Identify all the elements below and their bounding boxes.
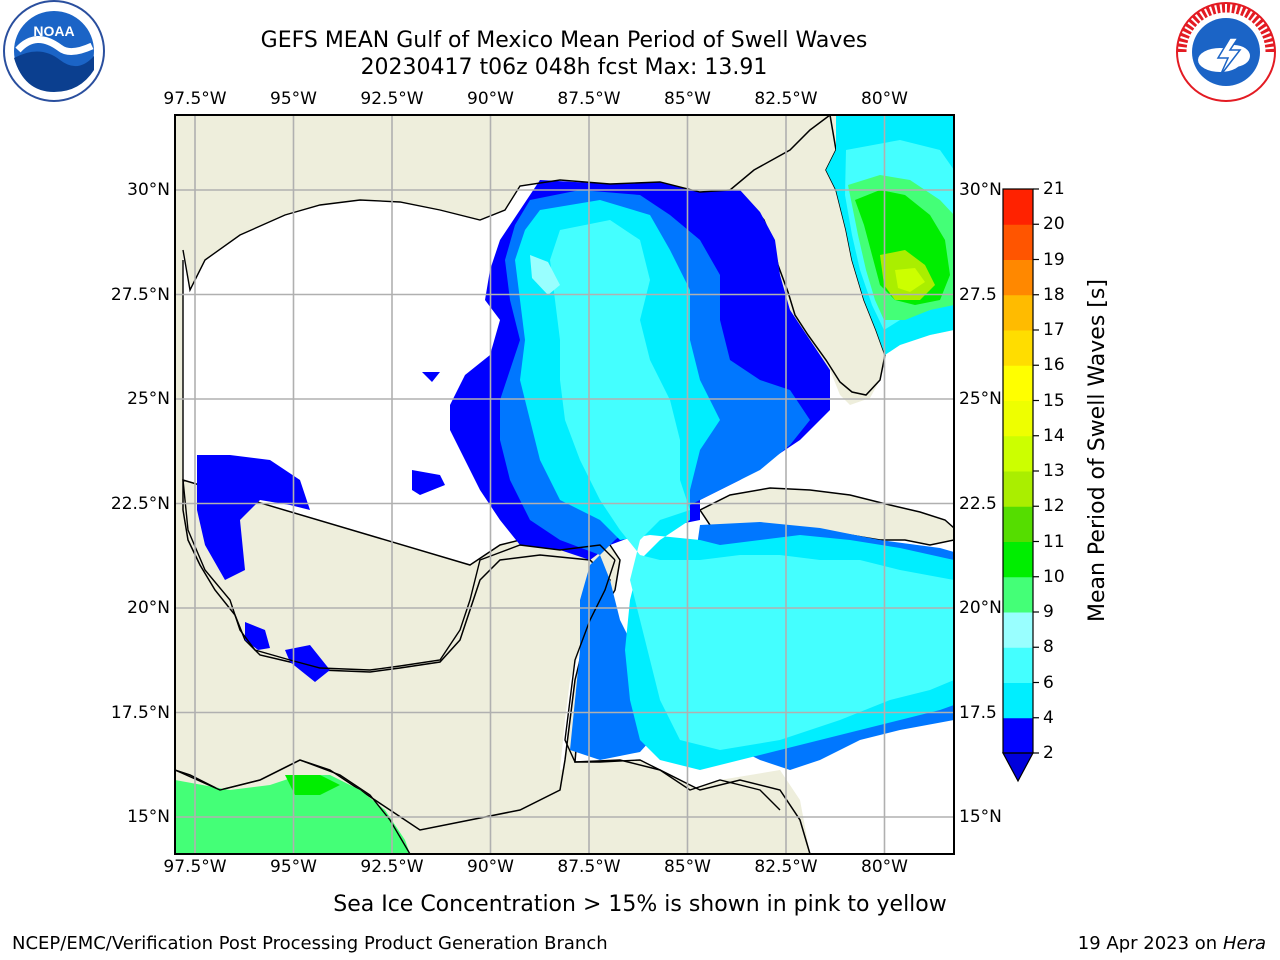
latitude-tick-label: 25°N (127, 389, 170, 409)
latitude-tick-label: 30°N (127, 180, 170, 200)
longitude-tick-label: 85°W (664, 89, 711, 109)
longitude-tick-label: 82.5°W (754, 89, 818, 109)
footer-date: 19 Apr 2023 on Hera (1078, 933, 1266, 955)
colorbar-segment (1003, 435, 1033, 472)
latitude-tick-label: 20°N (127, 598, 170, 618)
coastlines (174, 179, 781, 855)
latitude-tick-label: 15°N (959, 807, 1002, 827)
noaa-logo-text: NOAA (33, 23, 74, 39)
contour-13-14 (895, 268, 925, 292)
latitude-tick-label: 27.5 (959, 284, 997, 305)
longitude-tick-label: 82.5°W (754, 857, 818, 877)
colorbar-tick-label: 18 (1043, 284, 1065, 305)
longitude-tick-label: 90°W (467, 89, 514, 109)
colorbar-tick-label: 9 (1043, 602, 1054, 622)
colorbar-tick-label: 2 (1043, 743, 1054, 763)
latitude-tick-label: 25°N (959, 389, 1002, 409)
longitude-tick-label: 80°W (861, 857, 908, 877)
latitude-tick-label: 17.5°N (110, 702, 170, 723)
longitude-tick-label: 97.5°W (163, 89, 227, 109)
colorbar-segment (1003, 541, 1033, 578)
longitude-tick-label: 92.5°W (360, 89, 424, 109)
colorbar-tick-label: 20 (1043, 214, 1065, 235)
colorbar-tick-label: 11 (1043, 531, 1065, 552)
map-frame (174, 114, 955, 855)
contour-10-11-southwest (175, 775, 410, 854)
latitude-tick-label: 15°N (127, 807, 170, 827)
colorbar-segment (1003, 224, 1033, 260)
footer-host: Hera (1222, 933, 1266, 954)
colorbar-tick-label: 12 (1043, 496, 1065, 517)
longitude-tick-label: 90°W (467, 857, 514, 877)
colorbar-tick-label: 16 (1043, 355, 1065, 376)
colorbar-tick-label: 6 (1043, 672, 1054, 693)
colorbar-tick-label: 19 (1043, 249, 1065, 270)
colorbar-segment (1003, 682, 1033, 719)
colorbar-tick-label: 15 (1043, 390, 1065, 411)
contour-11-12-southwest (285, 775, 340, 795)
colorbar-segment (1003, 400, 1033, 437)
footer-branch: NCEP/EMC/Verification Post Processing Pr… (12, 933, 608, 954)
colorbar-segment (1003, 576, 1033, 613)
graticule (175, 115, 954, 854)
colorbar-segment (1003, 330, 1033, 366)
colorbar-tick-label: 10 (1043, 566, 1065, 587)
longitude-tick-label: 95°W (270, 89, 317, 109)
colorbar-segment (1003, 365, 1033, 401)
colorbar-segment (1003, 612, 1033, 648)
colorbar-segment (1003, 259, 1033, 296)
longitude-tick-label: 87.5°W (557, 89, 621, 109)
latitude-tick-label: 27.5°N (110, 284, 170, 305)
colorbar-segment (1003, 506, 1033, 542)
latitude-tick-label: 30°N (959, 180, 1002, 200)
colorbar-segment (1003, 717, 1033, 754)
longitude-tick-label: 85°W (664, 857, 711, 877)
colorbar-tick-label: 17 (1043, 320, 1065, 340)
colorbar-tick-label: 4 (1043, 707, 1054, 728)
longitude-tick-label: 87.5°W (557, 857, 621, 877)
contour-9-10 (530, 255, 560, 295)
colorbar-tick-label: 13 (1043, 461, 1065, 481)
contour-2-4-west (197, 455, 310, 580)
colorbar-segment (1003, 471, 1033, 507)
longitude-tick-label: 92.5°W (360, 857, 424, 877)
colorbar-label: Mean Period of Swell Waves [s] (1085, 279, 1110, 622)
latitude-tick-label: 17.5 (959, 702, 997, 723)
contour-8-9 (550, 220, 954, 750)
footer-date-text: 19 Apr 2023 on (1077, 933, 1223, 954)
colorbar-tick-label: 14 (1043, 425, 1065, 446)
colorbar-tick-label: 8 (1043, 637, 1054, 658)
nws-logo (1176, 2, 1276, 102)
latitude-tick-label: 22.5 (959, 493, 997, 514)
latitude-tick-label: 22.5°N (110, 493, 170, 514)
sea-ice-note: Sea Ice Concentration > 15% is shown in … (333, 892, 947, 917)
colorbar-segment (1003, 189, 1033, 225)
longitude-tick-label: 97.5°W (163, 857, 227, 877)
chart-title: GEFS MEAN Gulf of Mexico Mean Period of … (260, 28, 868, 53)
chart-subtitle: 20230417 t06z 048h fcst Max: 13.91 (360, 55, 768, 80)
noaa-logo: NOAA (3, 0, 105, 102)
longitude-tick-label: 95°W (270, 857, 317, 877)
longitude-tick-label: 80°W (861, 89, 908, 109)
colorbar-under-extension (1001, 752, 1035, 783)
colorbar-segment (1003, 294, 1033, 331)
colorbar-segment (1003, 647, 1033, 683)
latitude-tick-label: 20°N (959, 598, 1002, 618)
colorbar-tick-label: 21 (1043, 179, 1065, 199)
no-data-east (886, 360, 954, 420)
